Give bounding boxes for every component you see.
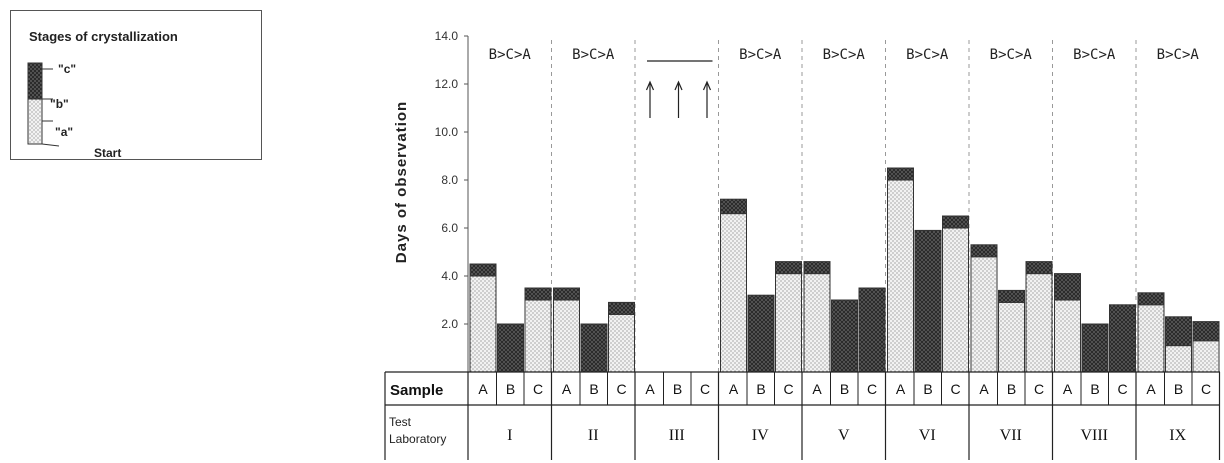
bar-ii-a-stage-c [554,288,580,300]
table-sample-cell: B [756,381,765,397]
bar-vi-c-stage-c [943,216,969,228]
bar-vii-a-stage-c [971,245,997,257]
table-sample-cell: C [1117,381,1127,397]
bar-i-c-stage-a [525,300,551,372]
table-sample-cell: B [673,381,682,397]
bar-iv-a-stage-c [721,199,747,213]
y-tick-label: 6.0 [441,221,458,235]
bar-ii-c-stage-c [609,302,635,314]
table-sample-cell: B [840,381,849,397]
bar-ii-c-stage-a [609,314,635,372]
table-lab-cell: I [507,427,512,444]
table-sample-cell: C [783,381,793,397]
table-lab-cell: VII [1000,427,1022,444]
table-lab-header-line1: Test [389,415,412,429]
bar-ii-b-stage-b [581,324,607,372]
bar-vi-c-stage-a [943,228,969,372]
bar-viii-a-stage-a [1055,300,1081,372]
table-sample-cell: A [1063,381,1073,397]
bar-vi-a-stage-c [888,168,914,180]
table-sample-cell: C [867,381,877,397]
table-sample-cell: A [1146,381,1156,397]
table-sample-cell: A [562,381,572,397]
bar-v-b-stage-b [832,300,858,372]
table-sample-cell: B [1007,381,1016,397]
table-lab-cell: III [669,427,685,444]
group-annotation: B>C>A [906,47,949,63]
bar-v-a-stage-a [804,274,830,372]
y-tick-label: 10.0 [435,125,459,139]
bar-vii-a-stage-a [971,257,997,372]
bar-ix-a-stage-a [1138,305,1164,372]
table-sample-cell: A [729,381,739,397]
bar-i-a-stage-c [470,264,496,276]
bar-ix-a-stage-c [1138,293,1164,305]
bar-ix-b-stage-a [1166,346,1192,372]
bar-vii-c-stage-a [1026,274,1052,372]
y-axis-label: Days of observation [393,101,410,263]
table-sample-cell: B [1174,381,1183,397]
group-annotation: B>C>A [572,47,615,63]
table-sample-cell: B [589,381,598,397]
group-annotation: B>C>A [1157,47,1200,63]
table-sample-cell: A [896,381,906,397]
bar-ii-a-stage-a [554,300,580,372]
group-annotation: B>C>A [1073,47,1116,63]
table-sample-header: Sample [390,382,443,399]
bar-viii-a-stage-c [1055,274,1081,300]
bar-iv-b-stage-b [748,295,774,372]
bar-viii-c-stage-b [1110,305,1136,372]
table-sample-cell: C [950,381,960,397]
table-sample-cell: B [1090,381,1099,397]
table-sample-cell: B [506,381,515,397]
group-annotation: B>C>A [739,47,782,63]
group-annotation: B>C>A [990,47,1033,63]
bar-vii-c-stage-c [1026,262,1052,274]
bar-iv-c-stage-a [776,274,802,372]
table-sample-cell: C [1201,381,1211,397]
y-tick-label: 14.0 [435,29,459,43]
bar-vi-b-stage-b [915,230,941,372]
y-tick-label: 8.0 [441,173,458,187]
y-tick-label: 2.0 [441,317,458,331]
bar-vi-a-stage-a [888,180,914,372]
table-sample-cell: A [979,381,989,397]
bar-viii-b-stage-b [1082,324,1108,372]
bar-v-a-stage-c [804,262,830,274]
table-sample-cell: C [616,381,626,397]
table-sample-cell: C [533,381,543,397]
table-lab-cell: VI [919,427,936,444]
bar-v-c-stage-b [859,288,885,372]
bar-i-c-stage-c [525,288,551,300]
y-tick-label: 4.0 [441,269,458,283]
table-lab-cell: II [588,427,599,444]
bar-i-a-stage-a [470,276,496,372]
group-annotation: B>C>A [823,47,866,63]
bar-iv-a-stage-a [721,214,747,372]
table-lab-cell: VIII [1080,427,1108,444]
table-sample-cell: B [923,381,932,397]
y-tick-label: 12.0 [435,77,459,91]
bar-vii-b-stage-c [999,290,1025,302]
group-annotation: B>C>A [489,47,532,63]
table-lab-cell: IX [1169,427,1186,444]
table-lab-cell: IV [752,427,769,444]
table-sample-cell: C [1034,381,1044,397]
bar-iv-c-stage-c [776,262,802,274]
table-sample-cell: A [812,381,822,397]
bar-ix-c-stage-a [1193,341,1219,372]
table-lab-header-line2: Laboratory [389,432,446,446]
bar-i-b-stage-b [498,324,524,372]
table-sample-cell: A [478,381,488,397]
bar-ix-b-stage-c [1166,317,1192,346]
bar-ix-c-stage-c [1193,322,1219,341]
table-sample-cell: C [700,381,710,397]
table-lab-cell: V [838,427,850,444]
bar-vii-b-stage-a [999,302,1025,372]
table-sample-cell: A [645,381,655,397]
